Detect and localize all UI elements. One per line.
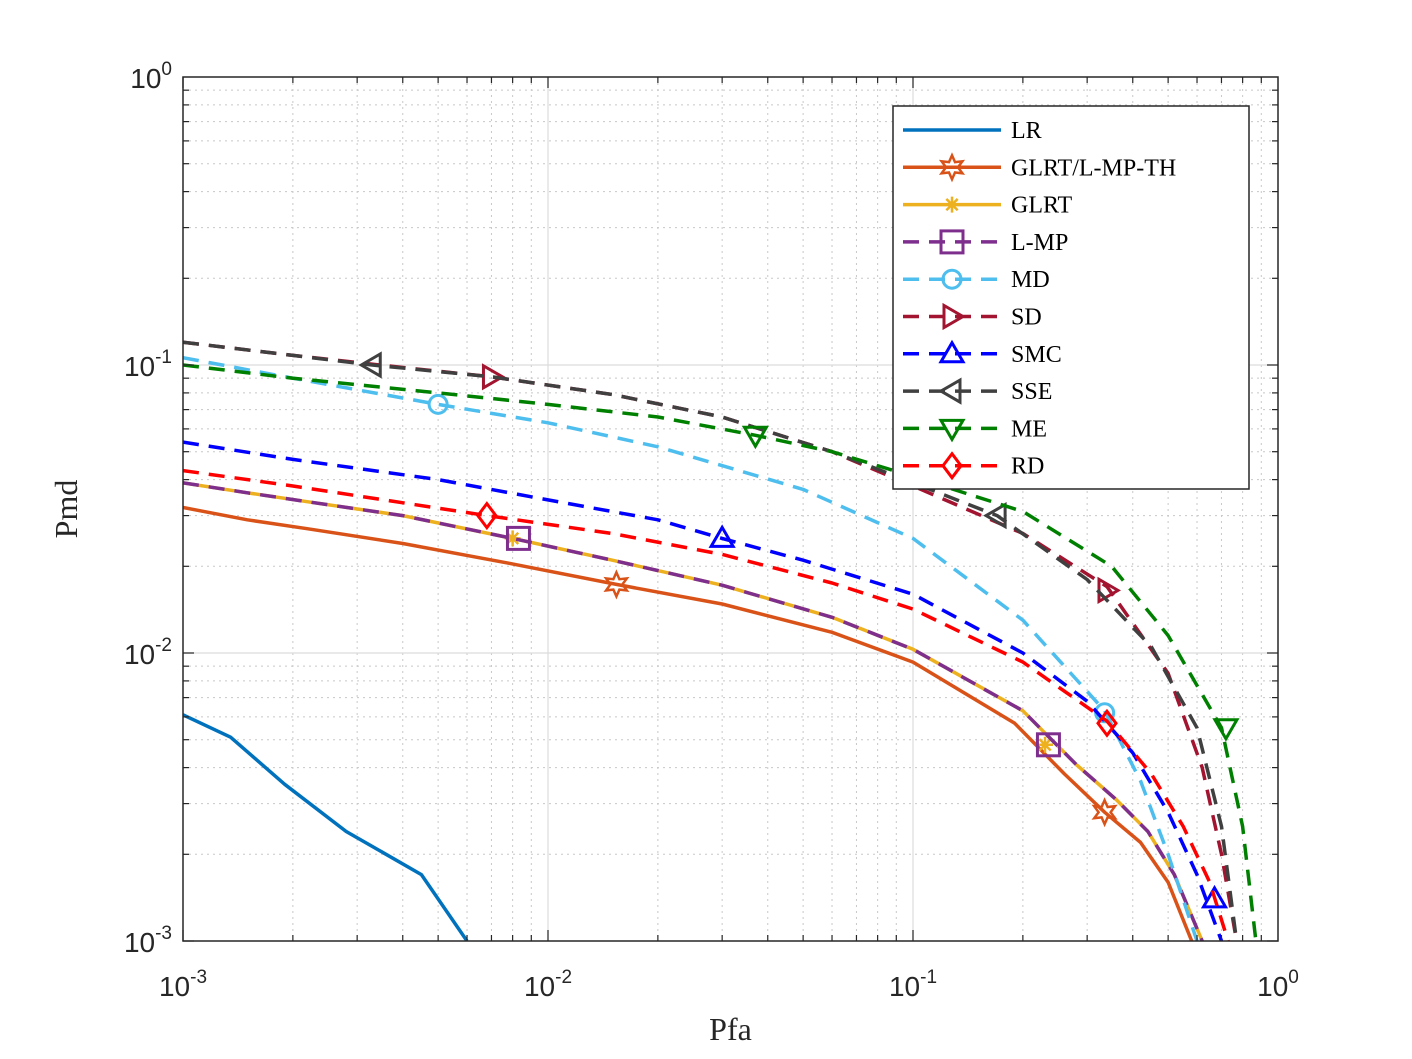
asterisk-stroke (1038, 738, 1052, 752)
series-smc-clip (183, 440, 1224, 941)
legend-item-glrt-l-mp-th: GLRT/L-MP-TH (903, 152, 1176, 183)
marker-me (741, 425, 769, 450)
marker-rd (475, 501, 498, 531)
series-group (183, 340, 1258, 941)
series-line-sse (183, 340, 1239, 941)
series-line-lr (183, 713, 469, 941)
asterisk-stroke (945, 198, 959, 212)
legend-item-md: MD (903, 267, 1050, 293)
legend-item-rd: RD (903, 451, 1044, 481)
series-line-l-mp (183, 481, 1204, 941)
legend-swatch-marker (938, 339, 966, 364)
marker-rd (1096, 708, 1118, 738)
legend-label: ME (1011, 416, 1047, 442)
legend-item-me: ME (903, 416, 1047, 442)
legend-label: SMC (1011, 342, 1062, 368)
series-rd-clip (183, 468, 1230, 941)
series-glrt-l-mp-th-clip (183, 505, 1194, 941)
legend-label: MD (1011, 267, 1050, 293)
legend-label: GLRT (1011, 193, 1073, 219)
marker-l-mp (505, 525, 531, 551)
legend-item-l-mp: L-MP (903, 229, 1068, 256)
legend-item-sd: SD (903, 302, 1042, 331)
legend-label: SSE (1011, 379, 1052, 405)
legend-item-smc: SMC (903, 339, 1062, 368)
series-line-glrt-l-mp-th (183, 505, 1194, 941)
series-lr (183, 713, 469, 941)
marker-smc (1200, 884, 1229, 909)
series-sse (183, 340, 1239, 941)
legend-swatch-marker (941, 268, 963, 290)
legend-swatch-marker (941, 451, 963, 481)
legend-label: SD (1011, 305, 1042, 331)
axis-labels: Pfa Pmd (48, 480, 752, 1047)
series-line-smc (183, 440, 1224, 941)
series-smc (183, 440, 1229, 941)
y-tick-label: 10-3 (124, 923, 172, 958)
x-axis-label: Pfa (709, 1011, 752, 1047)
marker-me (1212, 718, 1240, 742)
axis-ticks: 10-3 10-2 10-1 100 10-3 10-2 10-1 100 (124, 59, 1299, 1002)
legend-swatch-marker (942, 302, 966, 331)
x-tick-label: 100 (1257, 967, 1299, 1002)
y-tick-label: 10-2 (124, 635, 172, 670)
marker-md (427, 393, 449, 415)
series-line-me (183, 363, 1258, 941)
legend-label: GLRT/L-MP-TH (1011, 155, 1176, 181)
legend-swatch-marker (939, 229, 965, 255)
legend-item-sse: SSE (903, 377, 1052, 405)
series-sse-clip (183, 340, 1239, 941)
legend-box (892, 105, 1250, 490)
x-tick-label: 10-1 (889, 967, 937, 1002)
marker-sd (481, 363, 506, 391)
series-glrt-l-mp-th (183, 505, 1194, 941)
legend-label: LR (1011, 118, 1042, 144)
series-me (183, 363, 1258, 941)
series-line-rd (183, 468, 1230, 941)
y-axis-label: Pmd (48, 480, 84, 539)
marker-sse (358, 351, 382, 379)
y-tick-label: 100 (130, 59, 172, 94)
legend-swatch-marker (938, 377, 962, 405)
marker-l-mp (1035, 732, 1061, 758)
series-md-clip (183, 355, 1199, 941)
marker-sse (983, 501, 1007, 530)
series-me-clip (183, 363, 1258, 941)
series-line-md (183, 355, 1199, 941)
marker-glrt-l-mp-th (603, 569, 630, 600)
legend-item-glrt: GLRT (903, 193, 1073, 219)
x-tick-label: 10-2 (524, 967, 572, 1002)
legend-swatch-marker (938, 152, 966, 183)
series-l-mp-clip (183, 481, 1204, 941)
legend: LR GLRT/L-MP-TH GLRT L-MP MD SD SMC SSE ME RD (892, 105, 1250, 490)
marker-glrt-l-mp-th (1091, 797, 1118, 828)
legend-swatch-marker (944, 196, 960, 213)
series-rd (183, 468, 1230, 941)
plot-frame (182, 76, 1279, 942)
marker-glrt (1037, 736, 1054, 753)
legend-item-lr: LR (903, 118, 1042, 144)
marker-smc (708, 524, 736, 548)
legend-label: RD (1011, 454, 1044, 480)
series-lr-clip (183, 713, 469, 941)
legend-label: L-MP (1011, 230, 1068, 256)
y-tick-label: 10-1 (124, 347, 172, 382)
legend-swatch-marker (938, 418, 966, 443)
series-l-mp (183, 481, 1204, 941)
x-tick-label: 10-3 (159, 967, 207, 1002)
